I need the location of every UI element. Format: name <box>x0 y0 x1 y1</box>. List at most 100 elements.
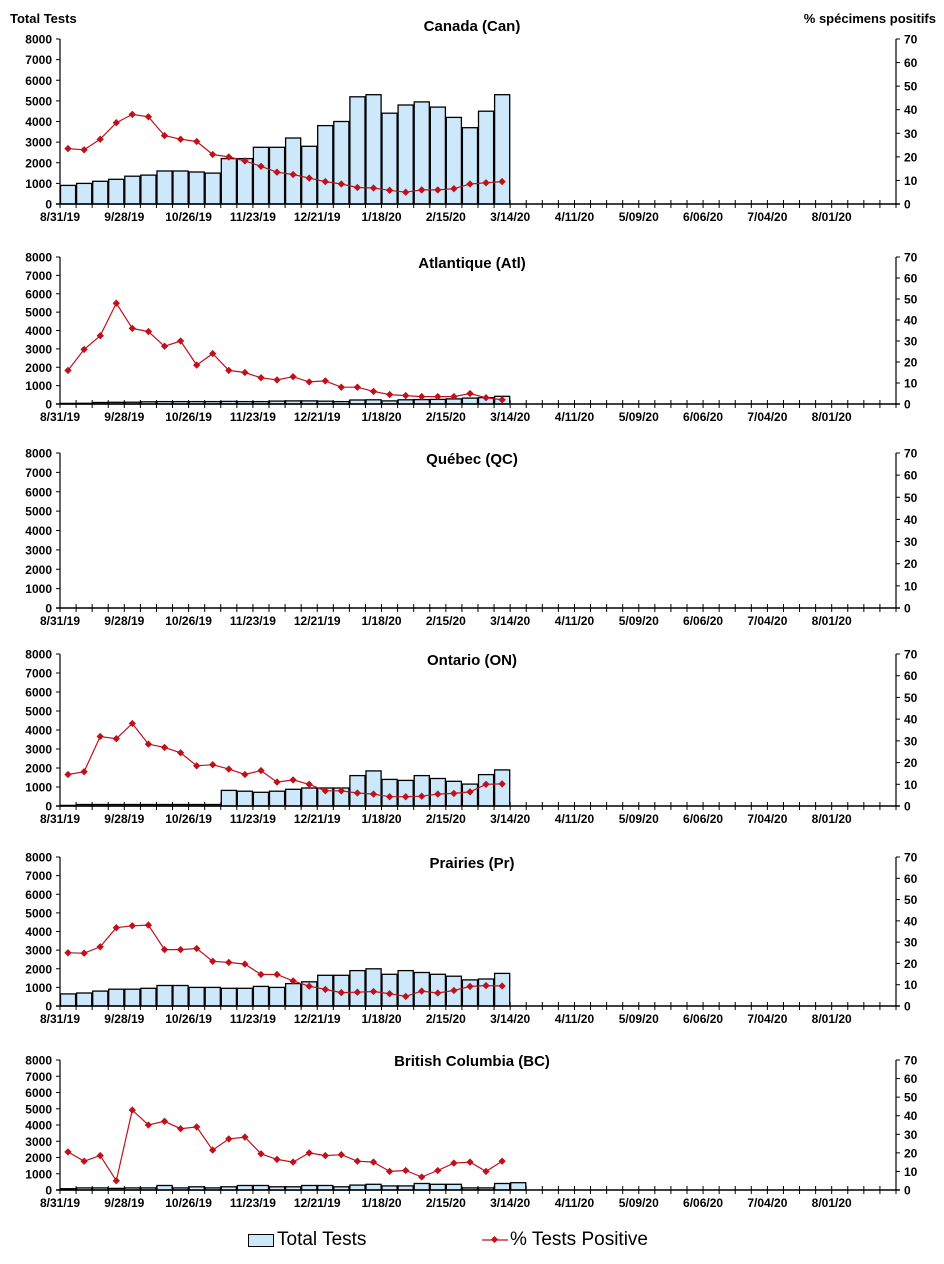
right-tick-label: 70 <box>904 1054 918 1068</box>
x-tick-label: 2/15/20 <box>426 410 466 424</box>
percent-positive-point <box>482 1167 490 1176</box>
x-tick-label: 6/06/20 <box>683 410 723 424</box>
bar-total-tests <box>397 969 414 1007</box>
x-tick-label: 10/26/19 <box>165 1196 212 1210</box>
percent-positive-point <box>144 740 153 748</box>
x-tick-label: 7/04/20 <box>747 812 787 826</box>
bar-total-tests <box>252 791 270 807</box>
percent-positive-line <box>67 924 503 998</box>
legend-item-percent-positive: % Tests Positive <box>482 1229 648 1251</box>
percent-positive-point <box>80 768 88 776</box>
x-tick-label: 8/31/19 <box>40 812 80 826</box>
percent-positive-point <box>498 982 506 990</box>
percent-positive-point <box>385 990 394 998</box>
left-tick-label: 7000 <box>25 1070 52 1084</box>
x-tick-label: 2/15/20 <box>426 812 466 826</box>
x-tick-label: 2/15/20 <box>426 614 466 628</box>
left-tick-label: 8000 <box>25 1054 52 1068</box>
right-tick-label: 20 <box>904 756 918 770</box>
percent-positive-point <box>337 1151 345 1159</box>
x-tick-label: 12/21/19 <box>294 614 341 628</box>
percent-positive-point <box>289 1158 297 1166</box>
legend-item-total-tests: Total Tests <box>248 1229 366 1251</box>
right-tick-label: 60 <box>904 1072 918 1086</box>
x-tick-label: 8/31/19 <box>40 614 80 628</box>
percent-positive-point <box>353 1157 362 1165</box>
left-tick-label: 1000 <box>25 582 52 596</box>
right-tick-label: 10 <box>904 1165 918 1179</box>
percent-positive-point <box>498 396 506 404</box>
bar-total-tests <box>140 174 157 205</box>
percent-positive-point <box>305 780 313 788</box>
left-tick-label: 7000 <box>25 667 52 681</box>
percent-positive-point <box>466 389 474 398</box>
right-tick-label: 30 <box>904 936 918 950</box>
x-tick-label: 11/23/19 <box>230 410 276 424</box>
x-tick-label: 10/26/19 <box>165 210 212 224</box>
percent-positive-point <box>450 1159 458 1167</box>
bar-total-tests <box>268 986 286 1007</box>
left-tick-label: 5000 <box>25 505 52 519</box>
percent-positive-point <box>450 392 458 401</box>
x-tick-label: 11/23/19 <box>230 1196 276 1210</box>
left-tick-label: 2000 <box>25 962 52 976</box>
bar-total-tests <box>204 172 221 205</box>
left-tick-label: 2000 <box>25 762 52 776</box>
x-tick-label: 6/06/20 <box>683 614 723 628</box>
percent-positive-line <box>67 301 503 401</box>
left-tick-label: 1000 <box>25 981 52 995</box>
percent-positive-point <box>402 391 410 400</box>
line-marker-swatch-icon <box>482 1235 508 1244</box>
percent-positive-point <box>498 177 506 186</box>
x-tick-label: 10/26/19 <box>165 1012 212 1026</box>
left-tick-label: 0 <box>45 198 52 212</box>
percent-positive-point <box>176 337 185 345</box>
x-tick-label: 3/14/20 <box>490 210 530 224</box>
percent-positive-point <box>160 342 169 350</box>
left-axis-title: Total Tests <box>10 11 77 26</box>
percent-positive-point <box>160 743 169 752</box>
x-tick-label: 4/11/20 <box>555 812 595 826</box>
x-tick-label: 7/04/20 <box>747 1196 787 1210</box>
percent-positive-point <box>402 992 410 1001</box>
bar-total-tests <box>413 1182 430 1191</box>
bar-total-tests <box>236 790 254 807</box>
bar-total-tests <box>381 778 398 807</box>
percent-positive-point <box>369 387 378 396</box>
x-tick-label: 11/23/19 <box>230 614 276 628</box>
percent-positive-line <box>67 722 503 798</box>
right-tick-label: 40 <box>904 914 918 928</box>
bar-total-tests <box>220 157 238 205</box>
right-tick-label: 10 <box>904 377 918 391</box>
bar-total-tests <box>493 1182 511 1191</box>
percent-positive-point <box>257 162 265 170</box>
left-tick-label: 4000 <box>25 115 52 129</box>
x-tick-label: 4/11/20 <box>555 614 595 628</box>
percent-positive-point <box>80 345 88 354</box>
bar-total-tests <box>59 993 77 1007</box>
x-tick-label: 5/09/20 <box>619 210 659 224</box>
right-tick-label: 50 <box>904 691 918 705</box>
x-tick-label: 6/06/20 <box>683 1012 723 1026</box>
percent-positive-point <box>128 110 136 119</box>
percent-positive-point <box>321 1151 329 1160</box>
percent-positive-point <box>80 949 88 957</box>
percent-positive-line <box>67 1108 503 1183</box>
percent-positive-point <box>434 790 442 798</box>
percent-positive-point <box>353 183 362 192</box>
right-tick-label: 0 <box>904 1000 911 1014</box>
bar-total-tests <box>156 170 173 205</box>
percent-positive-point <box>337 383 345 391</box>
percent-positive-point <box>209 761 217 769</box>
left-tick-label: 3000 <box>25 543 52 557</box>
percent-positive-point <box>64 366 72 375</box>
x-tick-label: 2/15/20 <box>426 1012 466 1026</box>
percent-positive-point <box>176 135 185 143</box>
percent-positive-point <box>176 1125 185 1133</box>
left-tick-label: 5000 <box>25 705 52 719</box>
left-tick-label: 5000 <box>25 306 52 320</box>
right-tick-label: 30 <box>904 734 918 748</box>
bar-total-tests <box>220 789 238 807</box>
x-tick-label: 11/23/19 <box>230 210 276 224</box>
right-tick-label: 10 <box>904 579 918 593</box>
